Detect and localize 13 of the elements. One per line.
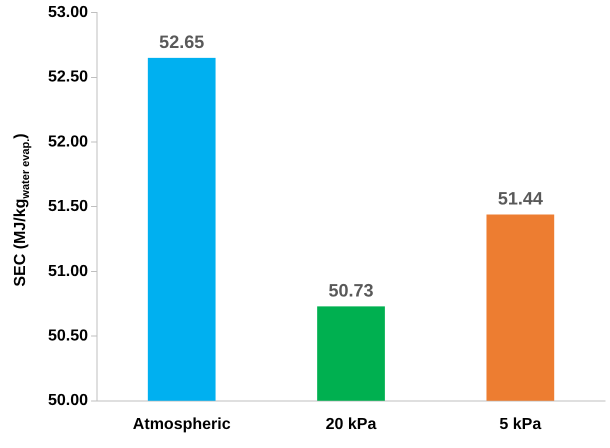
y-tick-label: 52.00 bbox=[48, 133, 88, 150]
y-tick-label: 51.00 bbox=[48, 262, 88, 280]
y-tick-label: 50.00 bbox=[48, 392, 88, 410]
y-tick-label: 51.50 bbox=[48, 198, 88, 216]
data-label: 50.73 bbox=[328, 280, 374, 300]
x-tick-label: 5 kPa bbox=[499, 416, 542, 433]
y-tick-label: 50.50 bbox=[48, 328, 88, 345]
x-tick-label: Atmospheric bbox=[132, 416, 231, 433]
data-label: 52.65 bbox=[159, 32, 204, 52]
data-label: 51.44 bbox=[498, 188, 543, 208]
y-tick-label: 52.50 bbox=[48, 68, 88, 86]
x-tick-label: 20 kPa bbox=[326, 416, 376, 433]
y-tick-label: 53.00 bbox=[48, 4, 88, 22]
